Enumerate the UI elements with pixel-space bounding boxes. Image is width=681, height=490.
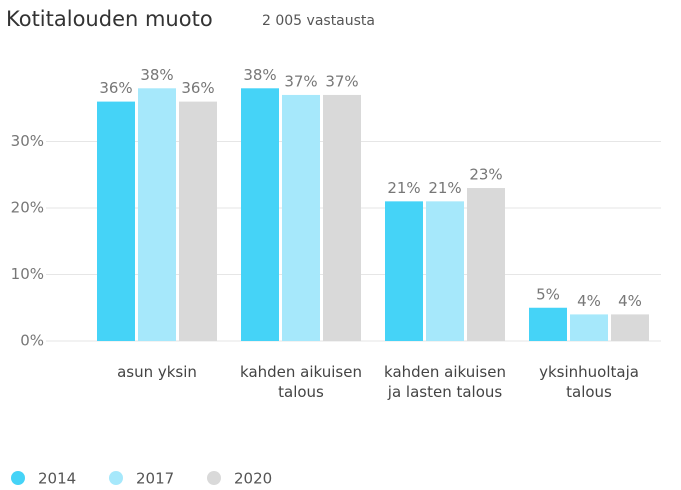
value-label: 21% [387,179,420,197]
bar [570,314,608,341]
value-label: 36% [99,79,132,97]
legend-label: 2017 [136,470,174,488]
bar [138,88,176,341]
value-label: 38% [243,66,276,84]
legend-marker [109,471,123,485]
value-label: 21% [428,179,461,197]
value-label: 37% [325,72,358,90]
value-label: 23% [469,166,502,184]
legend-label: 2014 [38,470,76,488]
legend-marker [207,471,221,485]
chart-subtitle: 2 005 vastausta [262,13,375,29]
bar [467,188,505,341]
value-label: 38% [140,66,173,84]
bar [426,201,464,341]
value-label: 4% [618,292,642,310]
value-label: 36% [181,79,214,97]
y-tick-label: 20% [11,199,44,217]
legend-marker [11,471,25,485]
bar [323,94,361,341]
x-tick-label: kahden aikuisen ja lasten talous [384,363,506,401]
bar [611,314,649,341]
bar [529,307,567,341]
bar [179,101,217,341]
y-tick-label: 10% [11,265,44,283]
value-label: 5% [536,285,560,303]
value-label: 4% [577,292,601,310]
bar [97,101,135,341]
x-tick-label: yksinhuoltaja talous [539,363,639,401]
bar [282,94,320,341]
x-tick-label: asun yksin [117,363,197,381]
y-tick-label: 0% [20,332,44,350]
legend-label: 2020 [234,470,272,488]
bar [241,88,279,341]
y-tick-label: 30% [11,132,44,150]
chart-title: Kotitalouden muoto [6,7,213,31]
bar [385,201,423,341]
x-tick-label: kahden aikuisen talous [240,363,362,401]
value-label: 37% [284,72,317,90]
